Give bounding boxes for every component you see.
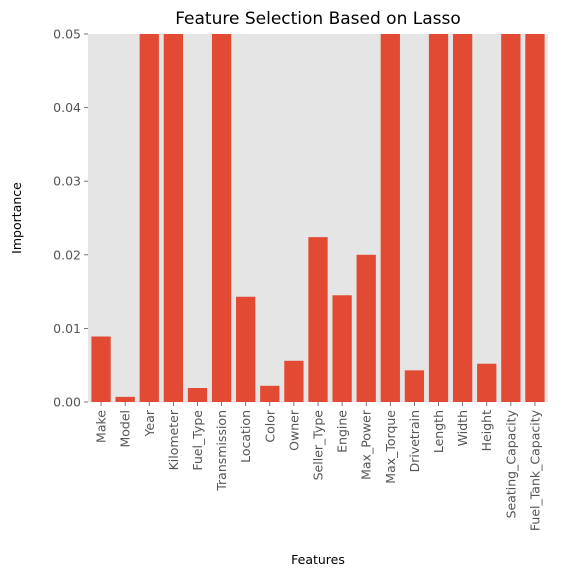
x-tick-label: Max_Power [359,409,374,480]
bar-width [452,34,473,402]
x-axis-label: Features [291,552,345,567]
x-tick-label: Make [94,410,109,443]
y-tick-label: 0.01 [53,321,81,336]
bar-fuel-type [187,388,208,402]
bar-drivetrain [404,370,425,402]
x-tick-label: Seating_Capacity [503,409,518,518]
bar-owner [284,360,304,402]
bars-group [91,34,545,402]
x-tick-label: Transmission [214,410,229,492]
x-tick-label: Model [118,410,133,448]
bar-model [115,396,135,402]
bar-kilometer [163,34,184,402]
bar-year [139,34,159,402]
y-tick-label: 0.04 [53,100,81,115]
x-tick-label: Max_Torque [383,410,398,484]
bar-max-torque [380,34,400,402]
y-axis-ticks: 0.00 0.01 0.02 0.03 0.04 0.05 [53,27,88,410]
bar-location [236,296,256,402]
y-tick-label: 0.03 [53,174,81,189]
bar-max-power [356,254,376,402]
bar-color [260,385,280,402]
bar-fuel-tank-capacity [525,34,545,402]
x-tick-label: Location [238,410,253,463]
x-tick-label: Seller_Type [311,410,326,481]
x-axis-ticks: Make Model Year Kilometer Fuel_Type Transmiss… [94,402,542,531]
bar-transmission [211,34,232,402]
y-tick-label: 0.02 [53,247,81,262]
bar-engine [332,295,352,402]
x-tick-label: Year [142,409,157,437]
x-tick-label: Height [479,410,494,451]
x-tick-label: Fuel_Tank_Capacity [527,409,542,531]
x-tick-label: Color [262,409,277,442]
chart-title: Feature Selection Based on Lasso [175,9,461,29]
x-tick-label: Engine [335,410,350,453]
x-tick-label: Kilometer [166,409,181,470]
y-tick-label: 0.05 [53,27,81,42]
bar-height [477,363,497,402]
x-tick-label: Owner [286,409,301,451]
bar-length [428,34,449,402]
x-tick-label: Fuel_Type [190,410,205,471]
bar-make [91,336,111,402]
bar-seller-type [308,237,328,402]
x-tick-label: Width [455,410,470,446]
x-tick-label: Drivetrain [407,410,422,472]
y-tick-label: 0.00 [53,395,81,410]
x-tick-label: Length [431,410,446,453]
y-axis-label: Importance [9,182,24,254]
bar-seating-capacity [501,34,521,402]
